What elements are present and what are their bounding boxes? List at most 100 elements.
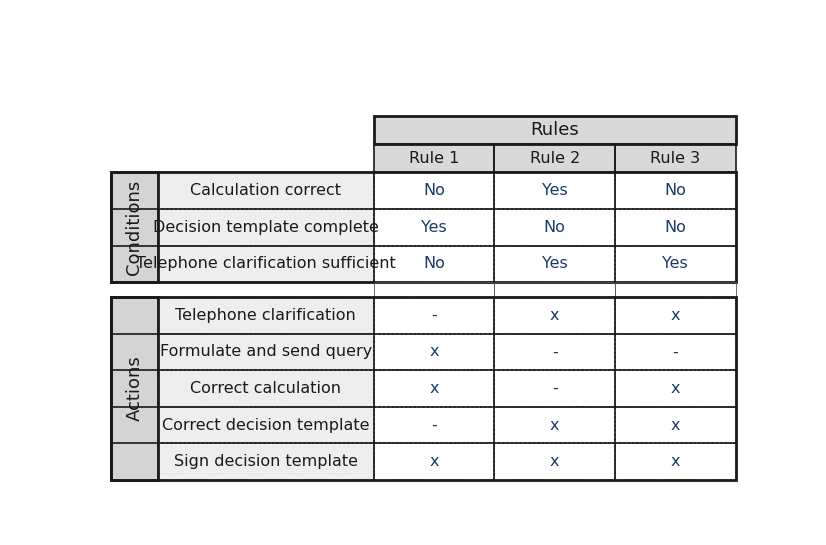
Text: Sign decision template: Sign decision template bbox=[173, 454, 358, 469]
Text: Rule 2: Rule 2 bbox=[529, 150, 580, 166]
Bar bbox=[615, 245, 736, 282]
Bar bbox=[373, 297, 494, 334]
Bar bbox=[373, 209, 494, 245]
Text: No: No bbox=[664, 183, 686, 198]
Bar bbox=[111, 172, 736, 282]
Text: -: - bbox=[672, 344, 678, 360]
Text: Yes: Yes bbox=[421, 220, 447, 235]
Bar bbox=[158, 209, 373, 245]
Bar bbox=[494, 297, 615, 334]
Bar bbox=[373, 245, 494, 282]
Bar bbox=[373, 172, 494, 209]
Text: x: x bbox=[430, 454, 439, 469]
Bar bbox=[158, 407, 373, 444]
Text: Calculation correct: Calculation correct bbox=[190, 183, 341, 198]
Text: Correct calculation: Correct calculation bbox=[190, 381, 341, 396]
Bar bbox=[373, 370, 494, 407]
Text: Actions: Actions bbox=[126, 356, 144, 421]
Bar bbox=[111, 297, 158, 480]
Bar bbox=[615, 172, 736, 209]
Bar bbox=[494, 407, 615, 444]
Bar bbox=[373, 444, 494, 480]
Text: Rules: Rules bbox=[530, 121, 579, 139]
Bar bbox=[494, 444, 615, 480]
Bar bbox=[615, 407, 736, 444]
Bar bbox=[158, 370, 373, 407]
Bar bbox=[111, 297, 158, 480]
Bar bbox=[615, 407, 736, 444]
Bar bbox=[615, 209, 736, 245]
Text: x: x bbox=[671, 454, 680, 469]
Bar bbox=[158, 245, 373, 282]
Bar bbox=[615, 444, 736, 480]
Bar bbox=[494, 370, 615, 407]
Bar bbox=[111, 172, 158, 282]
Bar bbox=[373, 116, 736, 144]
Bar bbox=[111, 144, 373, 172]
Bar bbox=[111, 282, 736, 297]
Bar bbox=[111, 172, 158, 282]
Bar bbox=[615, 282, 736, 297]
Bar bbox=[158, 297, 373, 334]
Bar bbox=[615, 144, 736, 172]
Text: x: x bbox=[550, 417, 559, 433]
Bar bbox=[158, 172, 373, 209]
Text: Decision template complete: Decision template complete bbox=[153, 220, 378, 235]
Bar bbox=[615, 297, 736, 334]
Text: Yes: Yes bbox=[542, 183, 567, 198]
Bar bbox=[373, 407, 494, 444]
Bar bbox=[494, 144, 615, 172]
Text: Telephone clarification sufficient: Telephone clarification sufficient bbox=[135, 256, 396, 271]
Text: x: x bbox=[671, 308, 680, 323]
Bar bbox=[494, 144, 615, 172]
Bar bbox=[494, 282, 615, 297]
Bar bbox=[494, 245, 615, 282]
Text: Yes: Yes bbox=[542, 256, 567, 271]
Bar bbox=[158, 334, 373, 370]
Bar bbox=[111, 297, 736, 480]
Bar bbox=[494, 172, 615, 209]
Bar bbox=[373, 282, 494, 297]
Bar bbox=[615, 370, 736, 407]
Bar bbox=[494, 245, 615, 282]
Bar bbox=[615, 297, 736, 334]
Bar bbox=[373, 297, 494, 334]
Bar bbox=[158, 444, 373, 480]
Bar bbox=[373, 407, 494, 444]
Text: Rule 1: Rule 1 bbox=[409, 150, 459, 166]
Bar bbox=[615, 370, 736, 407]
Text: No: No bbox=[423, 256, 445, 271]
Bar bbox=[494, 407, 615, 444]
Text: x: x bbox=[550, 454, 559, 469]
Bar bbox=[373, 172, 494, 209]
Bar bbox=[158, 334, 373, 370]
Bar bbox=[494, 334, 615, 370]
Bar bbox=[615, 334, 736, 370]
Bar bbox=[494, 172, 615, 209]
Bar bbox=[615, 144, 736, 172]
Text: No: No bbox=[423, 183, 445, 198]
Bar bbox=[373, 334, 494, 370]
Text: x: x bbox=[550, 308, 559, 323]
Bar bbox=[158, 444, 373, 480]
Text: No: No bbox=[664, 220, 686, 235]
Bar bbox=[158, 297, 373, 334]
Text: Telephone clarification: Telephone clarification bbox=[175, 308, 356, 323]
Bar bbox=[158, 172, 373, 209]
Bar bbox=[615, 209, 736, 245]
Text: x: x bbox=[671, 417, 680, 433]
Text: x: x bbox=[671, 381, 680, 396]
Text: Correct decision template: Correct decision template bbox=[162, 417, 369, 433]
Bar bbox=[494, 334, 615, 370]
Text: No: No bbox=[544, 220, 566, 235]
Bar bbox=[158, 370, 373, 407]
Bar bbox=[373, 144, 494, 172]
Text: Rule 3: Rule 3 bbox=[650, 150, 700, 166]
Bar bbox=[111, 70, 373, 116]
Bar bbox=[615, 334, 736, 370]
Text: -: - bbox=[431, 308, 437, 323]
Bar bbox=[615, 245, 736, 282]
Bar bbox=[615, 444, 736, 480]
Bar bbox=[494, 209, 615, 245]
Text: -: - bbox=[552, 344, 558, 360]
